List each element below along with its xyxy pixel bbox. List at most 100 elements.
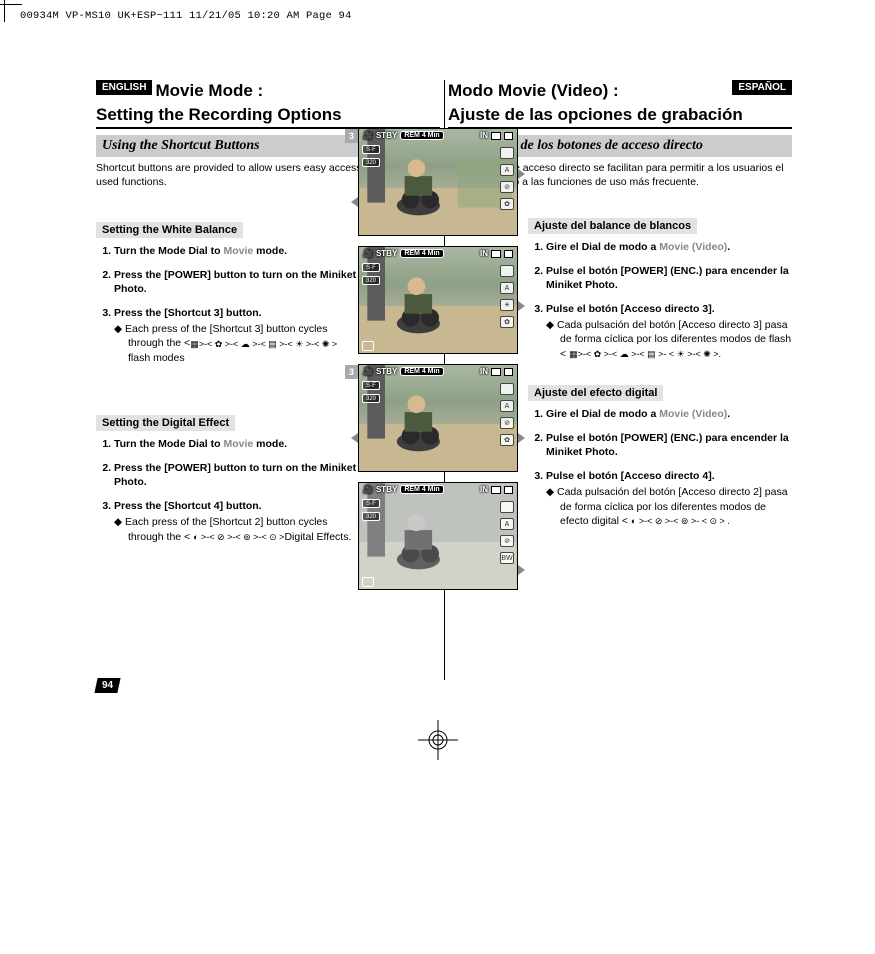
page-number: 94	[102, 680, 113, 691]
step-badge: 3	[345, 365, 358, 379]
wb-step3-sub-item-es: Cada pulsación del botón [Acceso directo…	[560, 318, 792, 361]
blank-slot-icon	[500, 383, 514, 395]
wb-step-1-en: Turn the Mode Dial to Movie mode.	[114, 244, 358, 258]
de-step3-sub-item-en: Each press of the [Shortcut 2] button cy…	[128, 515, 358, 543]
wb-step-2-es: Pulse el botón [POWER] (ENC.) para encen…	[546, 264, 792, 292]
play-icon	[504, 486, 513, 494]
pointer-right-icon	[518, 433, 525, 443]
step-text: Press the [Shortcut 4] button.	[114, 500, 262, 512]
lcd-right-icons: A ⊘ ✿	[500, 147, 514, 210]
sub-text: flash modes	[128, 352, 185, 364]
mode-symbols: ▦>‑< ✿ >‑< ☁ >‑< ▤ >‑< ☀ >‑< ✺ >	[190, 338, 337, 350]
de-heading-es: Ajuste del efecto digital	[528, 385, 663, 401]
wb-step-3-es: Pulse el botón [Acceso directo 3]. Cada …	[546, 302, 792, 361]
lcd-left-icons: S·F 320	[362, 499, 380, 521]
mode-word: Movie	[223, 245, 253, 257]
sub-text: Digital Effects.	[284, 531, 351, 543]
stby-label: STBY	[376, 249, 397, 258]
quality-indicator-icon: 320	[362, 394, 380, 403]
bw-slot-icon: BW	[500, 552, 514, 564]
lcd-scene-icon	[359, 365, 517, 471]
step-text: Pulse el botón [Acceso directo 4].	[546, 470, 715, 482]
wb-step-1-es: Gire el Dial de modo a Movie (Video).	[546, 240, 792, 254]
step-text: Gire el Dial de modo a	[546, 408, 659, 420]
stby-label: STBY	[376, 485, 397, 494]
manual-page: 00934M VP-MS10 UK+ESP~111 11/21/05 10:20…	[0, 0, 875, 954]
lcd-shot-2: 🎥 STBY REM 4 Min IN S·F 320 A ☀ ✿	[358, 246, 518, 354]
title-en-line2: Setting the Recording Options	[96, 105, 440, 125]
de-step-3-en: Press the [Shortcut 4] button. Each pres…	[114, 499, 358, 544]
wb-step-3-en: Press the [Shortcut 3] button. Each pres…	[114, 306, 358, 365]
lcd-top-bar: 🎥 STBY REM 4 Min IN	[359, 485, 517, 494]
battery-icon	[491, 368, 501, 376]
language-badge-en: ENGLISH	[96, 80, 152, 95]
step-text: .	[727, 241, 730, 253]
rem-label: REM 4 Min	[400, 485, 443, 494]
pointer-right-icon	[518, 301, 525, 311]
lcd-left-icons: S·F 320	[362, 263, 380, 285]
size-indicator-icon: S·F	[362, 499, 380, 508]
effect-result-icon	[362, 577, 374, 587]
battery-icon	[491, 486, 501, 494]
crop-mark	[0, 4, 22, 5]
lcd-right-icons: A ⊘ BW	[500, 501, 514, 564]
de-step-3-es: Pulse el botón [Acceso directo 4]. Cada …	[546, 469, 792, 528]
in-label: IN	[480, 249, 488, 258]
camcorder-icon: 🎥	[363, 367, 373, 376]
mode-word: Movie (Video)	[659, 241, 727, 253]
step-text: mode.	[253, 245, 287, 257]
lcd-top-bar: 🎥 STBY REM 4 Min IN	[359, 249, 517, 258]
rem-label: REM 4 Min	[400, 131, 443, 140]
rem-label: REM 4 Min	[400, 367, 443, 376]
play-icon	[504, 250, 513, 258]
blank-slot-icon	[500, 501, 514, 513]
de-step-1-en: Turn the Mode Dial to Movie mode.	[114, 437, 358, 451]
lcd-screenshots: 3 🎥 STBY REM 4 Min IN S·F	[358, 128, 518, 600]
wb-result-icon	[362, 341, 374, 351]
lcd-left-icons: S·F 320	[362, 381, 380, 403]
de-steps-es: Gire el Dial de modo a Movie (Video). Pu…	[528, 407, 792, 528]
step-badge: 3	[345, 129, 358, 143]
mode-word: Movie (Video)	[659, 408, 727, 420]
macro-slot-icon: ✿	[500, 198, 514, 210]
mode-symbols: ◐ >‑< ⊘ >‑< ⊚ >‑ < ⊙ > .	[631, 515, 730, 527]
de-step3-sub-es: Cada pulsación del botón [Acceso directo…	[546, 485, 792, 528]
wb-step-2-en: Press the [POWER] button to turn on the …	[114, 268, 358, 296]
title-row-en: ENGLISH Movie Mode :	[96, 80, 440, 101]
in-label: IN	[480, 131, 488, 140]
play-icon	[504, 132, 513, 140]
lcd-right-icons: A ☀ ✿	[500, 265, 514, 328]
camcorder-icon: 🎥	[363, 485, 373, 494]
lcd-left-icons: S·F 320	[362, 145, 380, 167]
wb-step3-sub-es: Cada pulsación del botón [Acceso directo…	[546, 318, 792, 361]
wb-heading-en: Setting the White Balance	[96, 222, 243, 238]
de-step3-sub-en: Each press of the [Shortcut 2] button cy…	[114, 515, 358, 543]
mode-word: Movie	[223, 438, 253, 450]
pointer-left-icon	[351, 433, 358, 443]
wb-step3-sub-en: Each press of the [Shortcut 3] button cy…	[114, 322, 358, 365]
lcd-shot-4: 🎥 STBY REM 4 Min IN S·F 320 A ⊘ BW	[358, 482, 518, 590]
title-es-line2: Ajuste de las opciones de grabación	[448, 105, 792, 125]
wb-slot-icon: A	[500, 282, 514, 294]
play-icon	[504, 368, 513, 376]
step-text: mode.	[253, 438, 287, 450]
mode-symbols: ◐ >‑< ⊘ >‑< ⊚ >‑< ⊙ >	[193, 531, 284, 543]
pointer-right-icon	[518, 565, 525, 575]
quality-indicator-icon: 320	[362, 276, 380, 285]
step-text: .	[727, 408, 730, 420]
page-header-meta: 00934M VP-MS10 UK+ESP~111 11/21/05 10:20…	[20, 10, 352, 22]
pointer-right-icon	[518, 169, 525, 179]
size-indicator-icon: S·F	[362, 381, 380, 390]
blank-slot-icon	[500, 147, 514, 159]
effect-slot-icon: ⊘	[500, 181, 514, 193]
effect-slot-icon: ⊘	[500, 535, 514, 547]
mode-symbols: ▦>‑< ✿ >‑< ☁ >‑< ▤ >‑ < ☀ >‑< ✺ >.	[569, 348, 721, 360]
blank-slot-icon	[500, 265, 514, 277]
wb-steps-en: Turn the Mode Dial to Movie mode. Press …	[96, 244, 358, 365]
wb-heading-es: Ajuste del balance de blancos	[528, 218, 697, 234]
de-heading-en: Setting the Digital Effect	[96, 415, 235, 431]
camcorder-icon: 🎥	[363, 131, 373, 140]
wb-slot-icon: A	[500, 518, 514, 530]
lcd-scene-icon	[359, 247, 517, 353]
macro-slot-icon: ✿	[500, 316, 514, 328]
